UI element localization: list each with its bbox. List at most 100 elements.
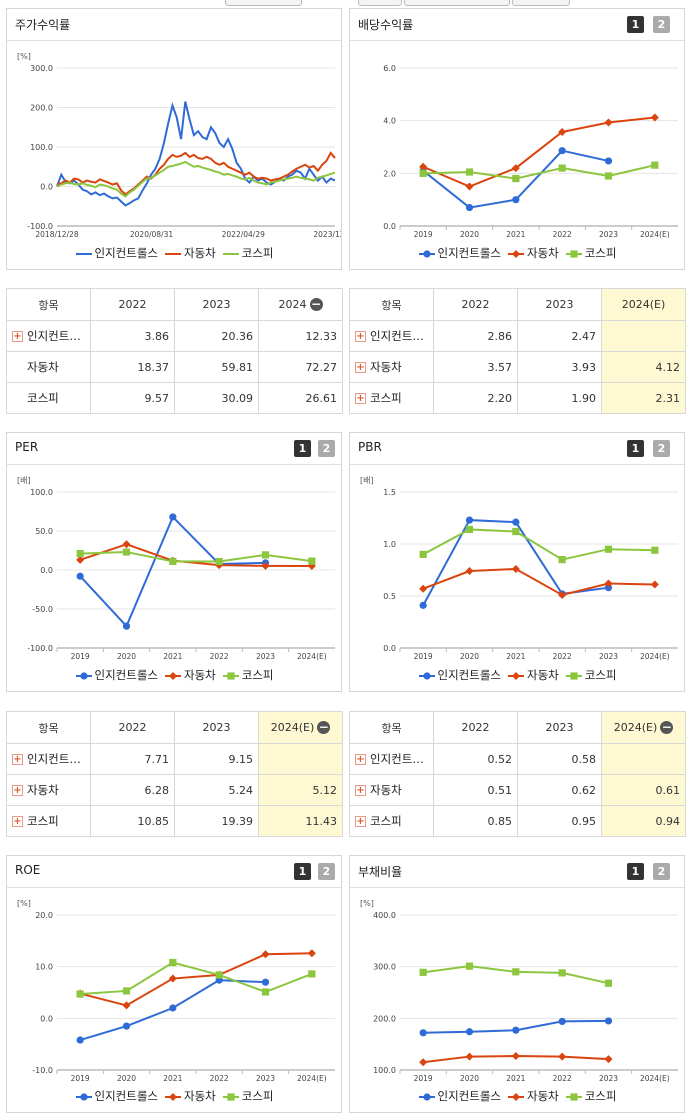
legend-item[interactable]: 코스피 (565, 245, 616, 261)
x-tick-label: 2024(E) (640, 652, 670, 661)
data-point (465, 182, 474, 191)
expand-icon[interactable]: + (355, 816, 366, 827)
collapse-icon[interactable]: − (317, 720, 331, 735)
series-인지컨트롤스 (419, 1017, 613, 1037)
period-toggle-2[interactable]: 2 (653, 440, 670, 457)
period-toggle-2[interactable]: 2 (653, 16, 670, 33)
data-point (419, 601, 427, 609)
legend-item[interactable]: 코스피 (222, 1088, 273, 1104)
row-name-cell: + 코스피 (349, 382, 434, 414)
legend-label: 자동차 (183, 1089, 216, 1103)
period-toggle-2[interactable]: 2 (318, 440, 335, 457)
x-tick-label: 2020 (460, 230, 479, 239)
period-toggle-2[interactable]: 2 (318, 863, 335, 880)
value-cell: 20.36 (174, 320, 259, 352)
chart-panel-dividend-yield: 배당수익률 1 2 6.0 4.0 2.0 0.0 2019 2020 2021 2022 20… (349, 8, 685, 270)
collapse-icon[interactable]: − (309, 297, 323, 312)
x-tick-label: 2023/12/28 (313, 230, 341, 239)
period-toggle-1[interactable]: 1 (294, 440, 311, 457)
toolbar-button-c[interactable] (404, 0, 510, 6)
value-cell: 18.37 (90, 351, 175, 383)
series-코스피 (419, 161, 659, 183)
legend-item[interactable]: 자동차 (507, 1088, 559, 1104)
toolbar-button-b[interactable] (358, 0, 402, 6)
legend-item[interactable]: 자동차 (164, 667, 216, 683)
legend-swatch (222, 671, 239, 680)
expand-icon[interactable]: + (12, 754, 23, 765)
table-row: + 자동차 6.28 5.24 5.12 (6, 774, 343, 806)
column-header: 2022 (90, 711, 175, 744)
legend-item[interactable]: 인지컨트롤스 (418, 1088, 501, 1104)
column-header-label: 2024(E) (621, 298, 666, 311)
column-header: 2023 (517, 711, 602, 744)
row-name: 코스피 (370, 391, 402, 405)
legend-label: 자동차 (526, 1089, 559, 1103)
data-point (261, 551, 270, 559)
y-tick-label: 0.0 (40, 566, 53, 575)
legend-swatch (164, 671, 181, 680)
value-cell: 3.93 (517, 351, 602, 383)
period-toggle-2[interactable]: 2 (653, 863, 670, 880)
data-point (604, 1017, 613, 1025)
legend-item[interactable]: 코스피 (565, 1088, 616, 1104)
value-cell: 0.61 (601, 774, 686, 806)
series-자동차 (76, 540, 316, 571)
period-toggle-1[interactable]: 1 (627, 440, 644, 457)
expand-icon[interactable]: + (355, 754, 366, 765)
period-toggle-1[interactable]: 1 (627, 16, 644, 33)
x-tick-label: 2022 (553, 1074, 572, 1083)
period-toggle-1[interactable]: 1 (627, 863, 644, 880)
data-point (512, 1026, 520, 1034)
x-tick-label: 2023 (256, 1074, 275, 1083)
column-header-label: 2024(E) (270, 720, 315, 734)
table-row: + 코스피 2.20 1.90 2.31 (349, 382, 686, 414)
legend-item[interactable]: 인지컨트롤스 (418, 667, 501, 683)
expand-icon[interactable]: + (12, 331, 23, 342)
legend-swatch (75, 1092, 92, 1101)
legend-swatch (222, 252, 239, 255)
expand-icon[interactable]: + (355, 331, 366, 342)
legend-swatch (418, 1092, 435, 1101)
data-point (558, 127, 567, 136)
x-tick-label: 2021 (163, 652, 182, 661)
legend-swatch (75, 671, 92, 680)
collapse-icon[interactable]: − (660, 720, 674, 735)
row-name-cell: + 코스피 (349, 805, 434, 837)
data-point (512, 196, 520, 204)
x-tick-label: 2018/12/28 (35, 230, 78, 239)
expand-icon[interactable]: + (12, 785, 23, 796)
expand-icon[interactable]: + (355, 362, 366, 373)
chart-legend: 인지컨트롤스 자동차 코스피 (350, 667, 684, 683)
dividend-yield-table: 항목 2022 2023 2024(E) + 인지컨트… 2.86 2.47 + 자동차 3.57 3… (349, 288, 686, 414)
legend-item[interactable]: 코스피 (222, 667, 273, 683)
toolbar-button-d[interactable] (512, 0, 570, 6)
legend-item[interactable]: 자동차 (164, 1088, 216, 1104)
legend-item[interactable]: 자동차 (507, 245, 559, 261)
per-table: 항목 2022 2023 2024(E) − + 인지컨트… 7.71 9.15 + 자동차 6.28… (6, 711, 343, 837)
expand-icon[interactable]: + (355, 393, 366, 404)
value-cell: 0.94 (601, 805, 686, 837)
data-point (604, 579, 613, 588)
legend-label: 자동차 (183, 246, 216, 260)
expand-icon[interactable]: + (355, 785, 366, 796)
period-toggle-1[interactable]: 1 (294, 863, 311, 880)
x-tick-label: 2023 (599, 1074, 618, 1083)
legend-item[interactable]: 자동차 (507, 667, 559, 683)
expand-icon[interactable]: + (12, 816, 23, 827)
axis-unit-label: [배] (360, 476, 374, 485)
legend-item[interactable]: 자동차 (164, 245, 216, 261)
legend-item[interactable]: 코스피 (222, 245, 273, 261)
legend-item[interactable]: 코스피 (565, 667, 616, 683)
legend-item[interactable]: 인지컨트롤스 (75, 667, 158, 683)
toolbar-button-a[interactable] (225, 0, 302, 6)
value-cell: 5.24 (174, 774, 259, 806)
legend-item[interactable]: 인지컨트롤스 (75, 245, 158, 261)
value-cell: 12.33 (258, 320, 343, 352)
value-cell: 4.12 (601, 351, 686, 383)
table-row: + 인지컨트… 2.86 2.47 (349, 320, 686, 352)
legend-marker (79, 671, 88, 680)
legend-item[interactable]: 인지컨트롤스 (418, 245, 501, 261)
legend-item[interactable]: 인지컨트롤스 (75, 1088, 158, 1104)
data-point (511, 564, 520, 573)
panel-title: PER (15, 440, 39, 454)
